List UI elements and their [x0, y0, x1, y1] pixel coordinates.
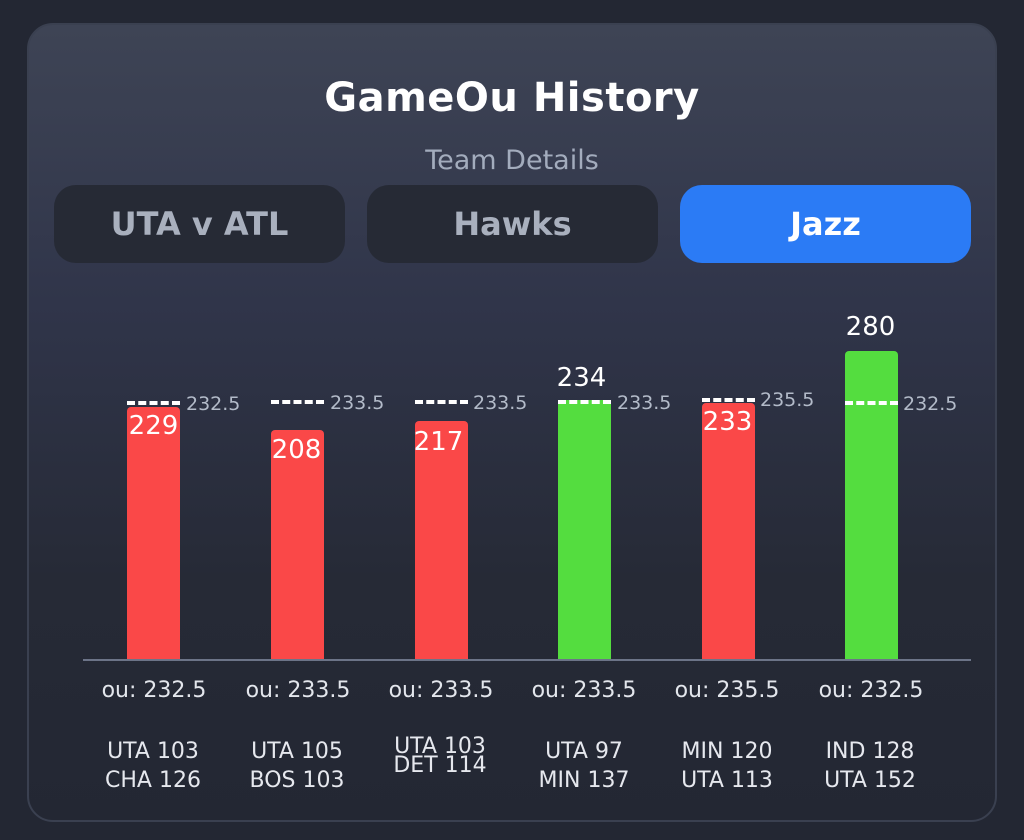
- score-line-1: IND 128: [825, 739, 915, 764]
- bar-game-6: [845, 351, 898, 659]
- ou-line-label-game-3: 233.5: [473, 392, 528, 414]
- x-axis-line: [83, 659, 971, 661]
- ou-line-game-4: [558, 400, 611, 404]
- ou-axis-label-1: ou: 232.5: [101, 678, 207, 703]
- total-game-2: 208: [271, 435, 322, 465]
- bar-game-4: [558, 400, 611, 659]
- ou-line-label-game-5: 235.5: [760, 389, 815, 411]
- tab-uta-v-atl[interactable]: UTA v ATL: [54, 185, 345, 263]
- bar-game-2: [271, 430, 324, 659]
- ou-line-label-game-6: 232.5: [903, 393, 958, 415]
- tab-hawks[interactable]: Hawks: [367, 185, 658, 263]
- ou-axis-label-5: ou: 235.5: [674, 678, 780, 703]
- bar-game-1: [127, 407, 180, 659]
- ou-axis-label-2: ou: 233.5: [245, 678, 351, 703]
- score-game-2: UTA 105 BOS 103: [227, 737, 367, 795]
- total-game-5: 233: [702, 407, 753, 437]
- page-subtitle: Team Details: [425, 145, 599, 176]
- ou-axis-label-4: ou: 233.5: [531, 678, 637, 703]
- bar-game-3: [415, 421, 468, 659]
- ou-line-label-game-1: 232.5: [186, 393, 241, 415]
- total-game-3: 217: [413, 427, 464, 457]
- score-line-1: MIN 120: [681, 739, 773, 764]
- ou-line-game-6: [845, 401, 898, 405]
- ou-line-label-game-2: 233.5: [330, 392, 385, 414]
- ou-line-label-game-4: 233.5: [617, 392, 672, 414]
- score-line-1: UTA 97: [545, 739, 623, 764]
- ou-line-game-3: [415, 400, 468, 404]
- score-game-6: IND 128 UTA 152: [800, 737, 940, 795]
- score-line-2: UTA 152: [824, 768, 916, 793]
- total-game-1: 229: [128, 411, 179, 441]
- score-game-3: UTA 103 DET 114: [370, 734, 510, 778]
- ou-axis-label-3: ou: 233.5: [388, 678, 494, 703]
- score-line-2: CHA 126: [105, 768, 201, 793]
- score-line-2: BOS 103: [249, 768, 345, 793]
- total-game-4: 234: [556, 363, 607, 393]
- score-game-4: UTA 97 MIN 137: [514, 737, 654, 795]
- ou-axis-label-6: ou: 232.5: [818, 678, 924, 703]
- score-line-2: DET 114: [393, 753, 487, 778]
- score-line-1: UTA 103: [394, 734, 486, 759]
- ou-history-card: GameOu History Team Details UTA v ATL Ha…: [27, 23, 997, 822]
- total-game-6: 280: [845, 312, 896, 342]
- score-line-2: UTA 113: [681, 768, 773, 793]
- score-line-2: MIN 137: [538, 768, 630, 793]
- ou-bar-chart: 229 232.5 208 233.5 217 233.5 234 233.5 …: [29, 25, 999, 824]
- score-game-1: UTA 103 CHA 126: [83, 737, 223, 795]
- score-line-1: UTA 105: [251, 739, 343, 764]
- score-line-1: UTA 103: [107, 739, 199, 764]
- score-game-5: MIN 120 UTA 113: [657, 737, 797, 795]
- tab-jazz[interactable]: Jazz: [680, 185, 971, 263]
- ou-line-game-5: [702, 398, 755, 402]
- page-title: GameOu History: [324, 75, 700, 121]
- ou-line-game-2: [271, 400, 324, 404]
- ou-line-game-1: [127, 401, 180, 405]
- bar-game-5: [702, 403, 755, 659]
